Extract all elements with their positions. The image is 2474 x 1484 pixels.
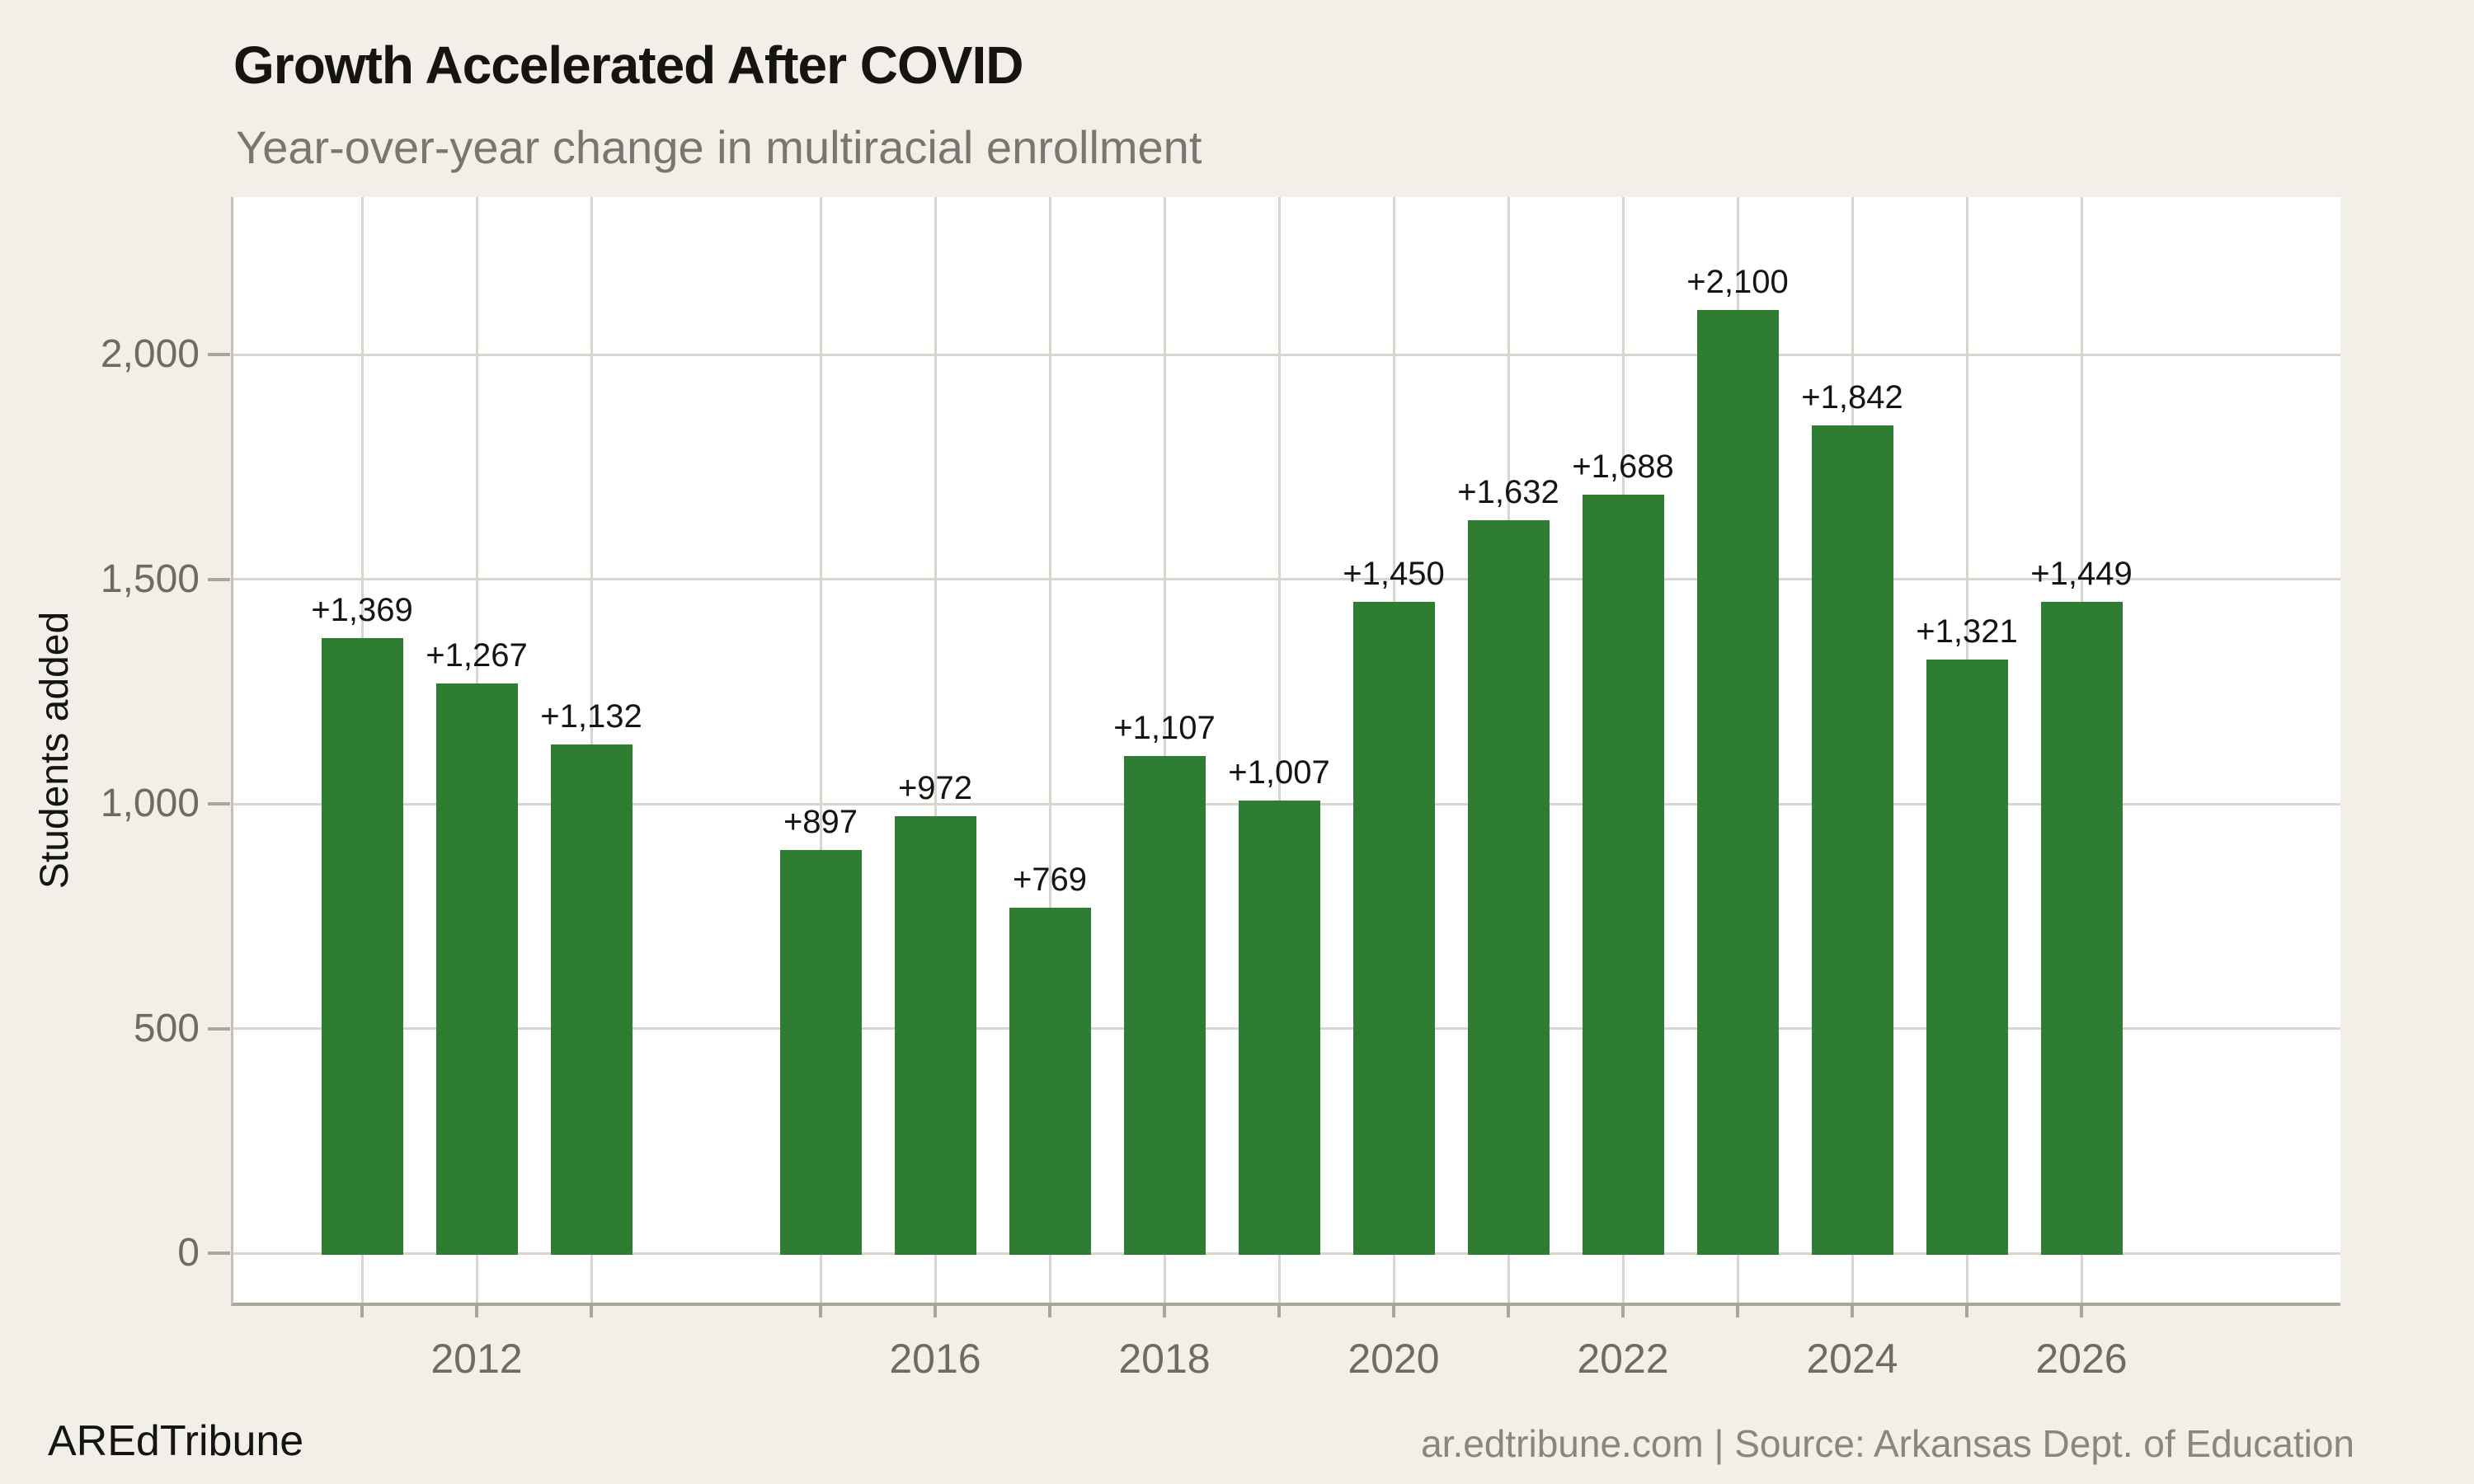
x-tick-label-2012: 2012: [430, 1336, 523, 1382]
bar-2023: [1696, 309, 1779, 1255]
chart-title: Growth Accelerated After COVID: [233, 35, 1023, 95]
y-tick-2000: [208, 353, 230, 356]
footer-brand: AREdTribune: [48, 1417, 304, 1465]
bar-2018: [1123, 755, 1206, 1255]
bar-value-label-2020: +1,450: [1343, 555, 1445, 592]
v-gridline-2018: [1163, 197, 1166, 1303]
h-gridline-1500: [233, 578, 2340, 580]
bar-2013: [550, 744, 633, 1255]
bar-value-label-2017: +769: [1012, 861, 1088, 898]
bar-value-label-2025: +1,321: [1916, 613, 2018, 650]
y-tick-0: [208, 1252, 230, 1255]
bar-value-label-2015: +897: [783, 804, 858, 841]
bar-2026: [2040, 602, 2123, 1255]
x-tick-2011: [360, 1306, 364, 1317]
bar-2021: [1467, 519, 1550, 1255]
y-tick-label-0: 0: [177, 1231, 200, 1275]
bar-value-label-2012: +1,267: [426, 637, 528, 674]
x-tick-2020: [1392, 1306, 1395, 1317]
bar-value-label-2018: +1,107: [1113, 709, 1216, 746]
x-tick-2023: [1736, 1306, 1739, 1317]
bar-value-label-2022: +1,688: [1572, 448, 1674, 486]
y-tick-label-2000: 2,000: [100, 332, 200, 376]
bar-2012: [435, 683, 518, 1255]
y-tick-label-1000: 1,000: [100, 782, 200, 825]
x-tick-label-2018: 2018: [1118, 1336, 1211, 1382]
bar-2020: [1352, 601, 1435, 1255]
x-tick-2015: [819, 1306, 822, 1317]
x-tick-label-2022: 2022: [1577, 1336, 1669, 1382]
bar-value-label-2024: +1,842: [1801, 379, 1903, 416]
y-tick-1500: [208, 577, 230, 581]
v-gridline-2017: [1048, 197, 1051, 1303]
x-tick-2022: [1621, 1306, 1625, 1317]
x-tick-2016: [934, 1306, 937, 1317]
y-tick-500: [208, 1026, 230, 1031]
x-tick-2026: [2080, 1306, 2083, 1317]
x-tick-2018: [1163, 1306, 1166, 1317]
x-tick-2017: [1048, 1306, 1051, 1317]
bar-value-label-2021: +1,632: [1457, 473, 1559, 510]
x-tick-2024: [1851, 1306, 1854, 1317]
v-gridline-2015: [819, 197, 822, 1303]
x-tick-2025: [1965, 1306, 1968, 1317]
x-tick-2013: [590, 1306, 593, 1317]
x-tick-label-2026: 2026: [2035, 1336, 2128, 1382]
x-tick-label-2016: 2016: [889, 1336, 981, 1382]
chart-subtitle: Year-over-year change in multiracial enr…: [236, 121, 1202, 173]
bar-2024: [1811, 425, 1893, 1255]
bar-value-label-2019: +1,007: [1228, 754, 1330, 791]
bar-value-label-2016: +972: [897, 770, 973, 807]
bar-value-label-2023: +2,100: [1686, 263, 1789, 300]
plot-panel: +1,369 +1,267 +1,132 +897 +972 +769 +1,107 +1,0…: [231, 197, 2340, 1306]
x-tick-2019: [1277, 1306, 1281, 1317]
bar-value-label-2011: +1,369: [311, 591, 413, 628]
bar-value-label-2013: +1,132: [540, 698, 642, 735]
bar-2016: [894, 816, 976, 1255]
v-gridline-2016: [934, 197, 937, 1303]
bar-2011: [321, 637, 403, 1255]
y-tick-label-500: 500: [133, 1006, 200, 1050]
y-tick-1000: [208, 802, 230, 805]
y-tick-label-1500: 1,500: [100, 556, 200, 601]
y-axis-title: Students added: [33, 611, 77, 890]
x-tick-2021: [1507, 1306, 1510, 1317]
footer-source: ar.edtribune.com | Source: Arkansas Dept…: [1421, 1422, 2354, 1465]
x-tick-2012: [475, 1306, 478, 1317]
bar-2017: [1009, 907, 1091, 1255]
bar-2022: [1582, 495, 1664, 1255]
bar-2025: [1926, 660, 2008, 1255]
bar-value-label-2026: +1,449: [2030, 556, 2133, 593]
x-tick-label-2020: 2020: [1348, 1336, 1440, 1382]
bar-2019: [1238, 801, 1320, 1255]
x-tick-label-2024: 2024: [1806, 1336, 1898, 1382]
v-gridline-2019: [1277, 197, 1281, 1303]
h-gridline-2000: [233, 353, 2340, 356]
bar-2015: [779, 850, 862, 1255]
